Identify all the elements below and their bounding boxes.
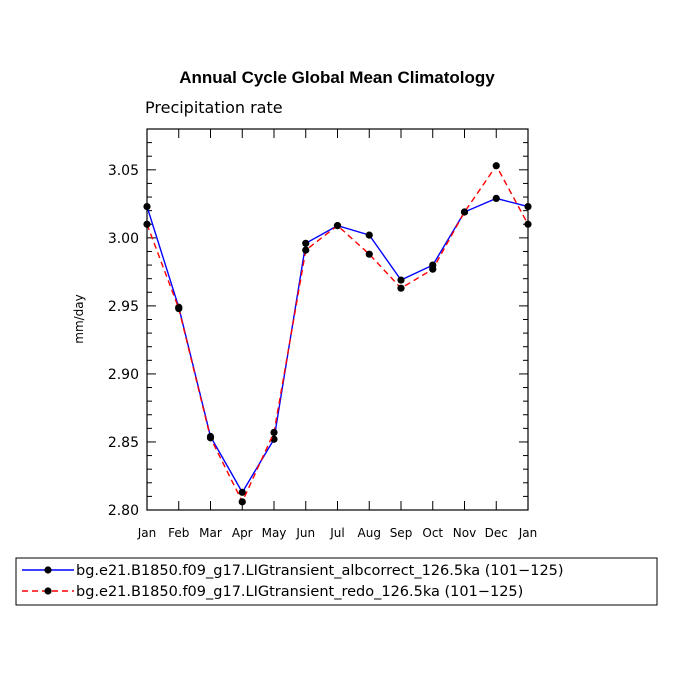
data-point bbox=[238, 498, 246, 506]
data-point bbox=[175, 305, 183, 313]
y-tick-label: 3.00 bbox=[108, 231, 139, 247]
y-tick-labels: 2.80 2.85 2.90 2.95 3.00 3.05 bbox=[108, 163, 139, 519]
legend-item: bg.e21.B1850.f09_g17.LIGtransient_albcor… bbox=[22, 563, 564, 579]
data-point bbox=[238, 488, 246, 496]
legend-item: bg.e21.B1850.f09_g17.LIGtransient_redo_1… bbox=[22, 584, 523, 600]
y-tick-label: 2.90 bbox=[108, 367, 139, 383]
chart-subtitle: Precipitation rate bbox=[145, 98, 283, 117]
x-tick-label: Oct bbox=[422, 526, 443, 540]
data-point bbox=[302, 246, 310, 254]
y-tick-label: 2.85 bbox=[108, 435, 139, 451]
x-tick-label: Feb bbox=[168, 526, 189, 540]
data-point bbox=[206, 434, 215, 442]
plot-frame bbox=[146, 128, 529, 511]
chart-title: Annual Cycle Global Mean Climatology bbox=[179, 68, 495, 87]
series-group bbox=[143, 162, 532, 506]
y-tick-label: 2.80 bbox=[108, 503, 139, 519]
series-line bbox=[146, 164, 529, 504]
y-axis-label: mm/day bbox=[72, 294, 86, 344]
legend-items: bg.e21.B1850.f09_g17.LIGtransient_albcor… bbox=[22, 563, 564, 600]
y-tick-label: 3.05 bbox=[108, 163, 139, 179]
series-2 bbox=[143, 162, 532, 506]
legend-marker bbox=[44, 587, 52, 595]
x-tick-label: Jan bbox=[137, 526, 157, 540]
series-1 bbox=[143, 194, 532, 496]
data-point bbox=[397, 276, 405, 284]
x-tick-label: Mar bbox=[199, 526, 222, 540]
x-tick-label: Jan bbox=[518, 526, 538, 540]
data-point bbox=[333, 222, 342, 230]
data-point bbox=[460, 208, 469, 216]
axis-ticks bbox=[146, 128, 529, 511]
legend-marker bbox=[44, 566, 52, 574]
legend-label: bg.e21.B1850.f09_g17.LIGtransient_albcor… bbox=[76, 563, 564, 579]
legend: bg.e21.B1850.f09_g17.LIGtransient_albcor… bbox=[15, 557, 658, 606]
x-tick-label: Aug bbox=[358, 526, 381, 540]
x-tick-label: Dec bbox=[485, 526, 508, 540]
data-point bbox=[429, 265, 437, 273]
legend-box bbox=[15, 557, 658, 606]
data-point bbox=[492, 162, 500, 170]
data-point bbox=[365, 231, 373, 239]
data-point bbox=[270, 428, 278, 437]
x-tick-label: May bbox=[262, 526, 287, 540]
x-tick-label: Sep bbox=[390, 526, 413, 540]
x-tick-label: Jun bbox=[295, 526, 315, 540]
data-point bbox=[302, 239, 310, 247]
x-tick-label: Jul bbox=[329, 526, 344, 540]
x-tick-label: Apr bbox=[232, 526, 253, 540]
y-tick-label: 2.95 bbox=[108, 299, 139, 315]
x-tick-label: Nov bbox=[453, 526, 476, 540]
data-point bbox=[492, 194, 500, 202]
x-tick-labels: Jan Feb Mar Apr May Jun Jul Aug Sep Oct Nov Dec Jan bbox=[137, 526, 538, 540]
data-point bbox=[365, 250, 373, 258]
series-line bbox=[146, 197, 529, 494]
data-point bbox=[397, 284, 405, 292]
legend-label: bg.e21.B1850.f09_g17.LIGtransient_redo_1… bbox=[76, 584, 523, 600]
